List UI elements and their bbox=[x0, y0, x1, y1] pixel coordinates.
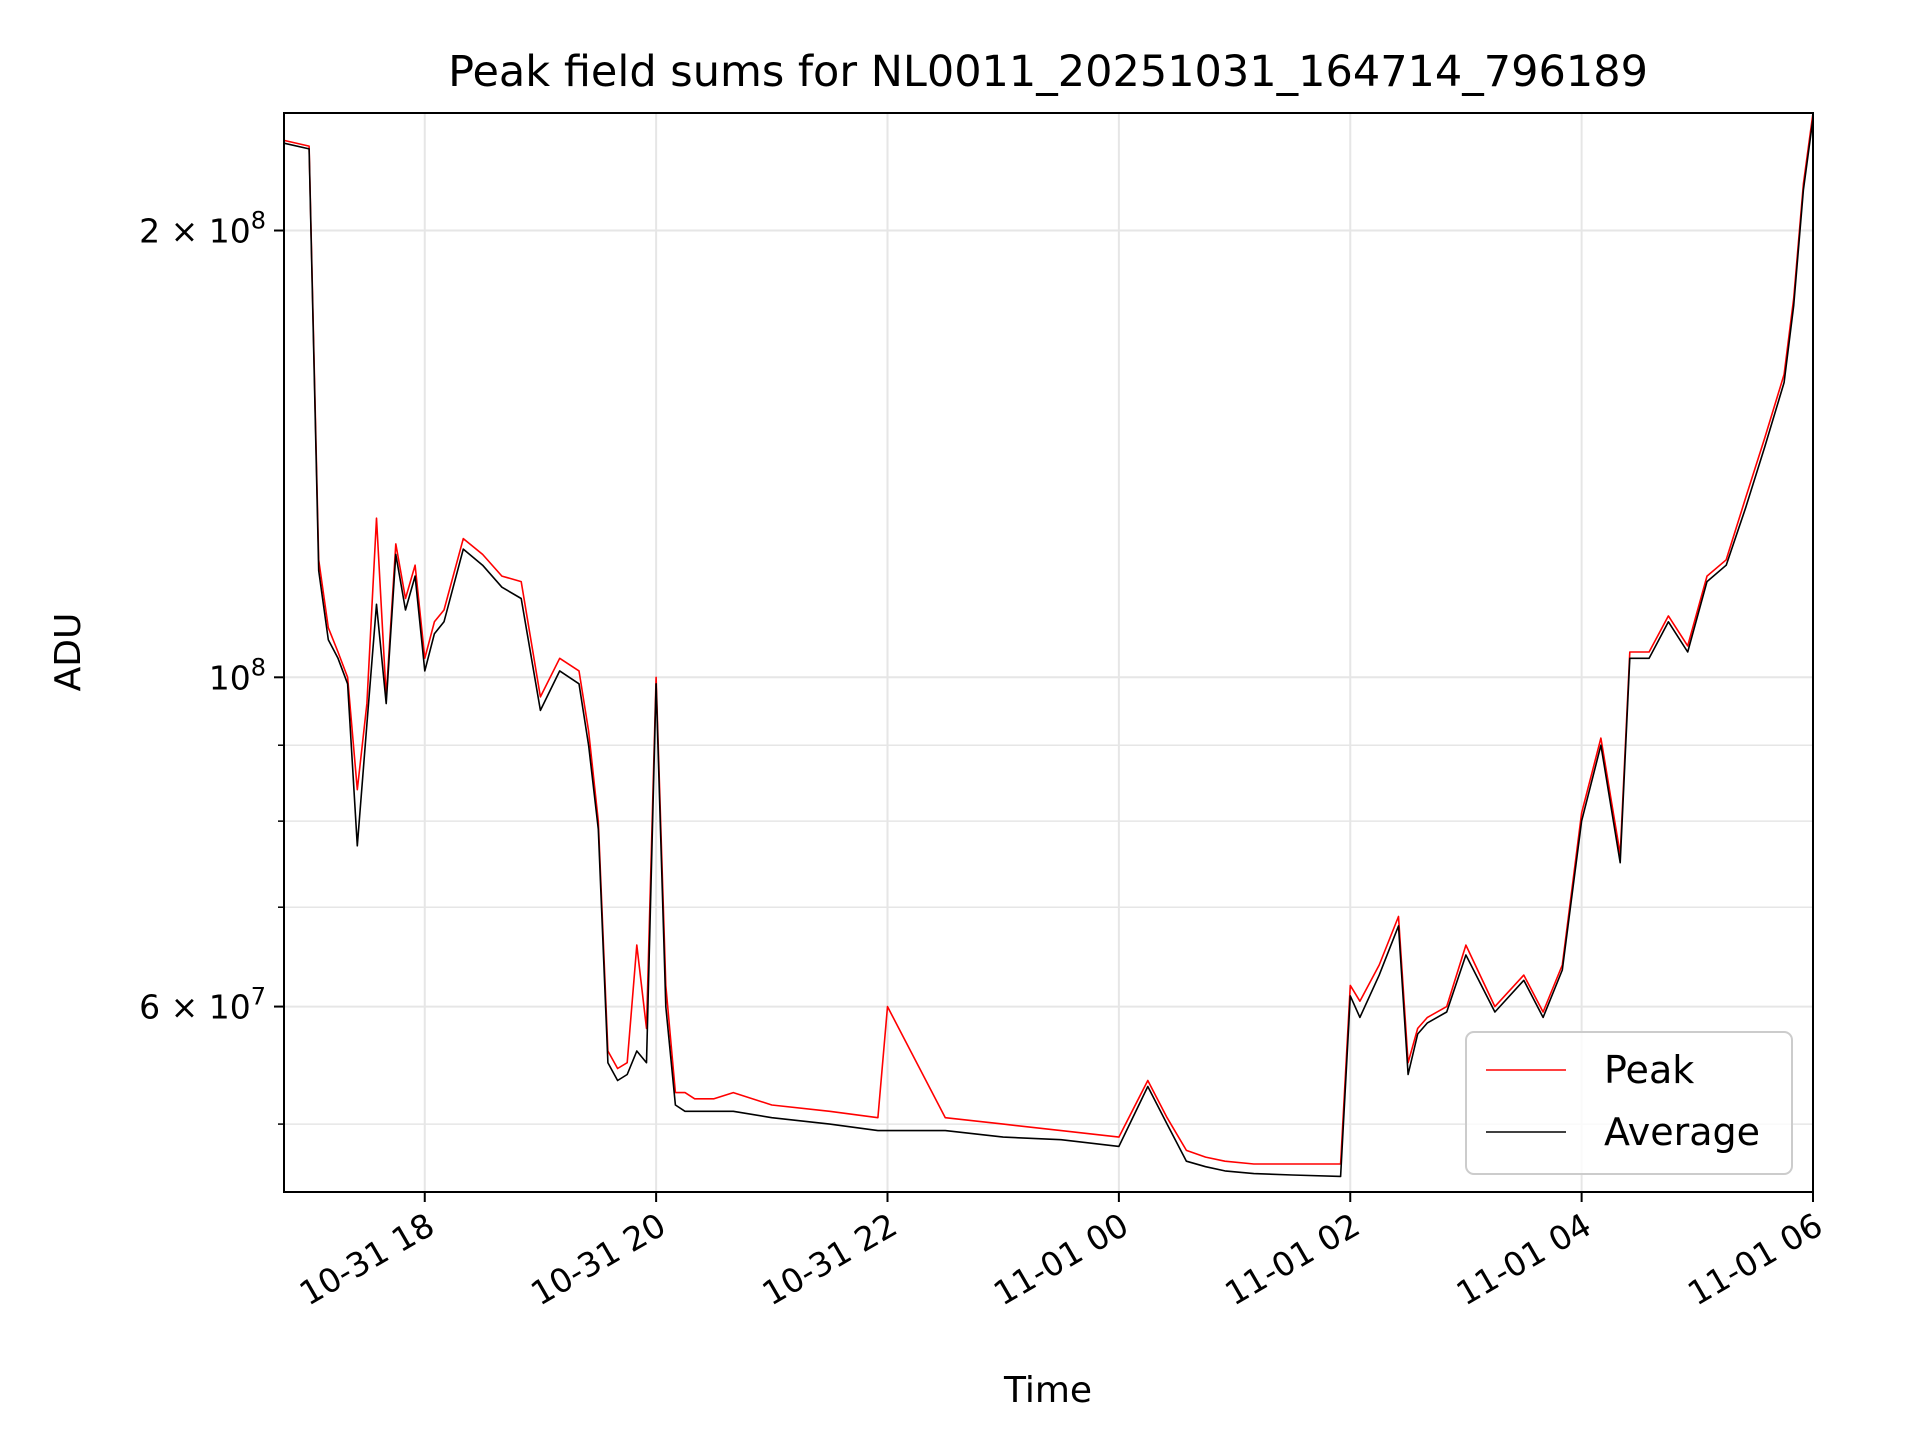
series-line-peak bbox=[283, 112, 1814, 1165]
x-axis-label: Time bbox=[1003, 1370, 1092, 1411]
plot-frame bbox=[283, 112, 1814, 1193]
y-tick-label: 108 bbox=[209, 653, 266, 697]
grid-lines bbox=[284, 113, 1814, 1192]
legend: Peak Average bbox=[1465, 1031, 1793, 1175]
legend-label-peak: Peak bbox=[1604, 1048, 1694, 1092]
y-axis-ticks: 2 × 108 108 6 × 107 bbox=[139, 207, 284, 1125]
series-lines bbox=[283, 112, 1814, 1178]
y-tick-label: 6 × 107 bbox=[139, 983, 266, 1027]
legend-box bbox=[1465, 1031, 1793, 1175]
series-line-average bbox=[283, 118, 1814, 1178]
chart-title: Peak field sums for NL0011_20251031_1647… bbox=[448, 47, 1648, 97]
legend-label-average: Average bbox=[1604, 1110, 1760, 1154]
y-axis-label: ADU bbox=[48, 613, 89, 692]
y-tick-label: 2 × 108 bbox=[139, 207, 266, 251]
